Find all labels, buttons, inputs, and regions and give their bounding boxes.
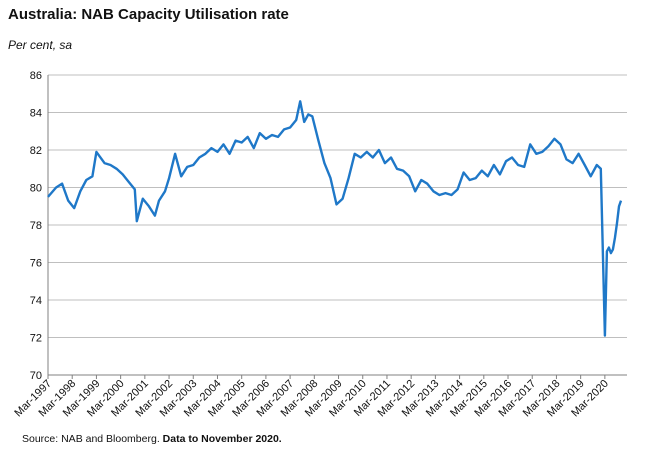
y-tick-label: 74	[30, 295, 42, 307]
y-tick-label: 80	[30, 183, 42, 195]
x-axis	[47, 75, 627, 379]
y-tick-label: 78	[30, 220, 42, 232]
x-axis-ticks: Mar-1997Mar-1998Mar-1999Mar-2000Mar-2001…	[12, 378, 611, 420]
y-tick-label: 70	[30, 370, 42, 382]
y-tick-label: 72	[30, 333, 42, 345]
data-range-note: Data to November 2020.	[162, 433, 282, 445]
y-axis-ticks: 70 72 74 76 78 80 82 84 86	[30, 70, 42, 382]
source-label: Source: NAB and Bloomberg.	[22, 433, 160, 445]
y-tick-label: 82	[30, 145, 42, 157]
y-tick-label: 86	[30, 70, 42, 82]
gridlines	[48, 74, 627, 338]
chart-title: Australia: NAB Capacity Utilisation rate	[8, 6, 289, 23]
source-note: Source: NAB and Bloomberg. Data to Novem…	[22, 433, 282, 445]
series-line	[47, 100, 623, 337]
y-tick-label: 76	[30, 258, 42, 270]
chart-subtitle: Per cent, sa	[8, 38, 73, 52]
y-tick-label: 84	[30, 108, 42, 120]
